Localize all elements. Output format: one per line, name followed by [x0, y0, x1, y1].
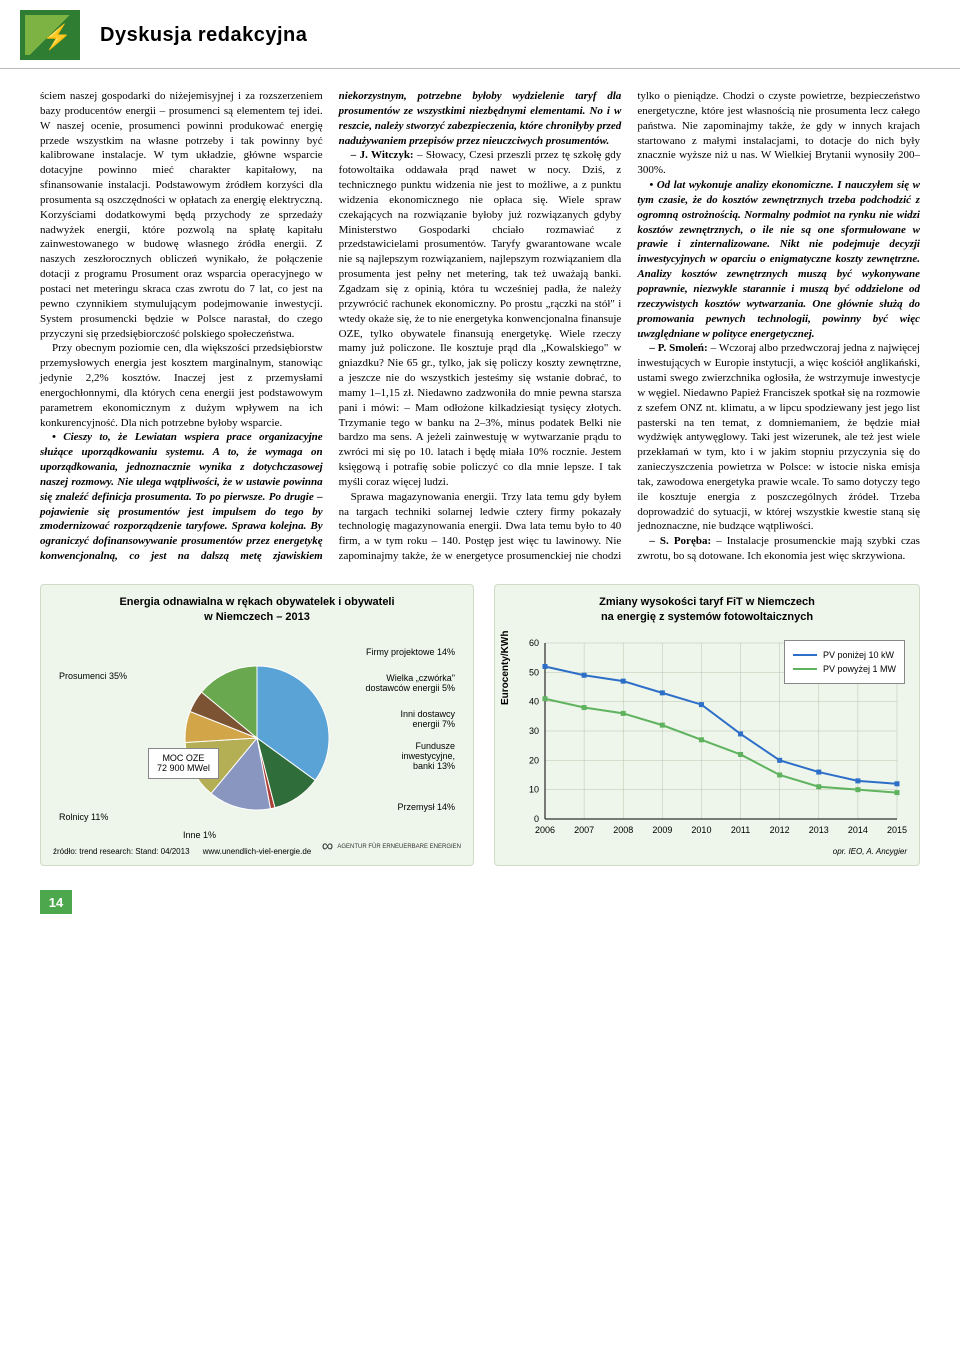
- pie-center-label: MOC OZE 72 900 MWel: [148, 748, 219, 780]
- svg-text:2014: 2014: [848, 825, 868, 835]
- svg-text:2009: 2009: [652, 825, 672, 835]
- page-header: Dyskusja redakcyjna: [0, 0, 960, 69]
- svg-text:50: 50: [529, 667, 539, 677]
- svg-text:2008: 2008: [613, 825, 633, 835]
- paragraph-bold: • Od lat wykonuje analizy ekonomiczne. I…: [637, 178, 920, 341]
- line-chart-card: Zmiany wysokości taryf FiT w Niemczechna…: [494, 584, 920, 866]
- svg-text:40: 40: [529, 696, 539, 706]
- pie-slice-label: Wielka „czwórka"dostawców energii 5%: [355, 673, 455, 694]
- pie-chart-title: Energia odnawialna w rękach obywatelek i…: [53, 595, 461, 625]
- svg-text:2011: 2011: [731, 825, 750, 835]
- svg-text:2012: 2012: [770, 825, 790, 835]
- svg-text:2015: 2015: [887, 825, 907, 835]
- y-axis-label: Eurocenty/KWh: [499, 631, 513, 705]
- paragraph: – P. Smoleń: – Wczoraj albo przedwczoraj…: [637, 341, 920, 534]
- charts-row: Energia odnawialna w rękach obywatelek i…: [0, 576, 960, 882]
- paragraph: – S. Poręba: – Instalacje prosumenckie m…: [637, 534, 920, 564]
- line-chart-source: opr. IEO, A. Ancygier: [507, 847, 907, 858]
- pie-svg: [167, 648, 347, 828]
- svg-text:2007: 2007: [574, 825, 594, 835]
- pie-slice-label: Rolnicy 11%: [59, 812, 108, 822]
- publication-logo: [20, 10, 80, 60]
- paragraph: ściem naszej gospodarki do niżejemisyjne…: [40, 89, 323, 341]
- paragraph: Przy obecnym poziomie cen, dla większośc…: [40, 341, 323, 430]
- pie-slice-label: Przemysł 14%: [397, 802, 455, 812]
- svg-text:0: 0: [534, 814, 539, 824]
- line-chart-legend: PV poniżej 10 kW PV powyżej 1 MW: [784, 640, 905, 684]
- svg-text:2006: 2006: [535, 825, 555, 835]
- pie-slice-label: Firmy projektowe 14%: [366, 647, 455, 657]
- infinity-icon: ∞: [322, 836, 333, 858]
- paragraph: – J. Witczyk: – Słowacy, Czesi przeszli …: [339, 148, 622, 489]
- pie-chart: MOC OZE 72 900 MWel Prosumenci 35% Rolni…: [53, 633, 461, 843]
- page-number: 14: [40, 890, 72, 914]
- pie-slice-label: Inne 1%: [183, 830, 216, 840]
- pie-chart-url: www.unendlich-viel-energie.de: [203, 847, 312, 858]
- section-title: Dyskusja redakcyjna: [100, 22, 307, 49]
- line-chart-title: Zmiany wysokości taryf FiT w Niemczechna…: [507, 595, 907, 625]
- pie-slice-label: Prosumenci 35%: [59, 671, 127, 681]
- svg-text:30: 30: [529, 726, 539, 736]
- svg-text:10: 10: [529, 784, 539, 794]
- svg-text:20: 20: [529, 755, 539, 765]
- svg-text:2013: 2013: [809, 825, 829, 835]
- agency-logo: ∞ AGENTUR FÜR ERNEUERBARE ENERGIEN: [322, 836, 461, 858]
- pie-chart-card: Energia odnawialna w rękach obywatelek i…: [40, 584, 474, 866]
- pie-slice-label: Inni dostawcyenergii 7%: [375, 709, 455, 730]
- svg-text:2010: 2010: [691, 825, 711, 835]
- article-body: ściem naszej gospodarki do niżejemisyjne…: [0, 69, 960, 576]
- pie-slice-label: Funduszeinwestycyjne,banki 13%: [375, 741, 455, 772]
- svg-text:60: 60: [529, 638, 539, 648]
